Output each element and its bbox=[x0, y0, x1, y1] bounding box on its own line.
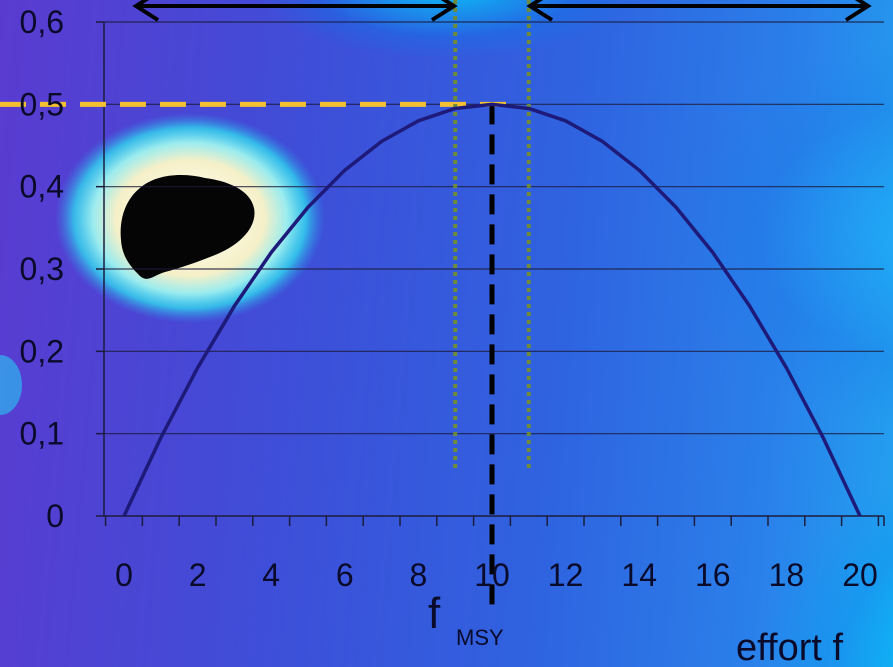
left-arrow-head-left bbox=[132, 0, 160, 22]
x-tick-label-14: 14 bbox=[621, 557, 657, 593]
y-tick-label-4: 0,4 bbox=[20, 169, 64, 205]
right-arrow-head-right bbox=[844, 0, 872, 22]
y-tick-label-5: 0,5 bbox=[20, 86, 64, 122]
x-tick-label-0: 0 bbox=[115, 557, 133, 593]
x-tick-label-12: 12 bbox=[548, 557, 584, 593]
x-tick-label-10: 10 bbox=[474, 557, 510, 593]
f-msy-subscript: MSY bbox=[456, 625, 504, 650]
left-arrow-head-right bbox=[430, 0, 458, 22]
x-tick-label-2: 2 bbox=[189, 557, 207, 593]
tick-labels: 0 0,1 0,2 0,3 0,4 0,5 0,6 0 2 4 6 8 10 12 14 16 18 20 bbox=[20, 4, 878, 593]
x-tick-label-18: 18 bbox=[769, 557, 805, 593]
x-tick-label-8: 8 bbox=[410, 557, 428, 593]
x-axis-label: effort f bbox=[736, 627, 843, 667]
y-tick-label-1: 0,1 bbox=[20, 416, 64, 452]
axes bbox=[96, 21, 885, 526]
y-tick-label-2: 0,2 bbox=[20, 333, 64, 369]
right-arrow-head-left bbox=[526, 0, 554, 22]
x-tick-label-16: 16 bbox=[695, 557, 731, 593]
y-tick-label-3: 0,3 bbox=[20, 251, 64, 287]
x-tick-label-20: 20 bbox=[842, 557, 878, 593]
reference-lines bbox=[0, 0, 531, 605]
f-msy-label: f bbox=[428, 589, 441, 638]
y-tick-label-6: 0,6 bbox=[20, 4, 64, 40]
x-tick-label-6: 6 bbox=[336, 557, 354, 593]
y-tick-label-0: 0 bbox=[46, 498, 64, 534]
x-tick-label-4: 4 bbox=[262, 557, 280, 593]
series bbox=[122, 102, 862, 517]
top-arrows bbox=[132, 0, 872, 22]
